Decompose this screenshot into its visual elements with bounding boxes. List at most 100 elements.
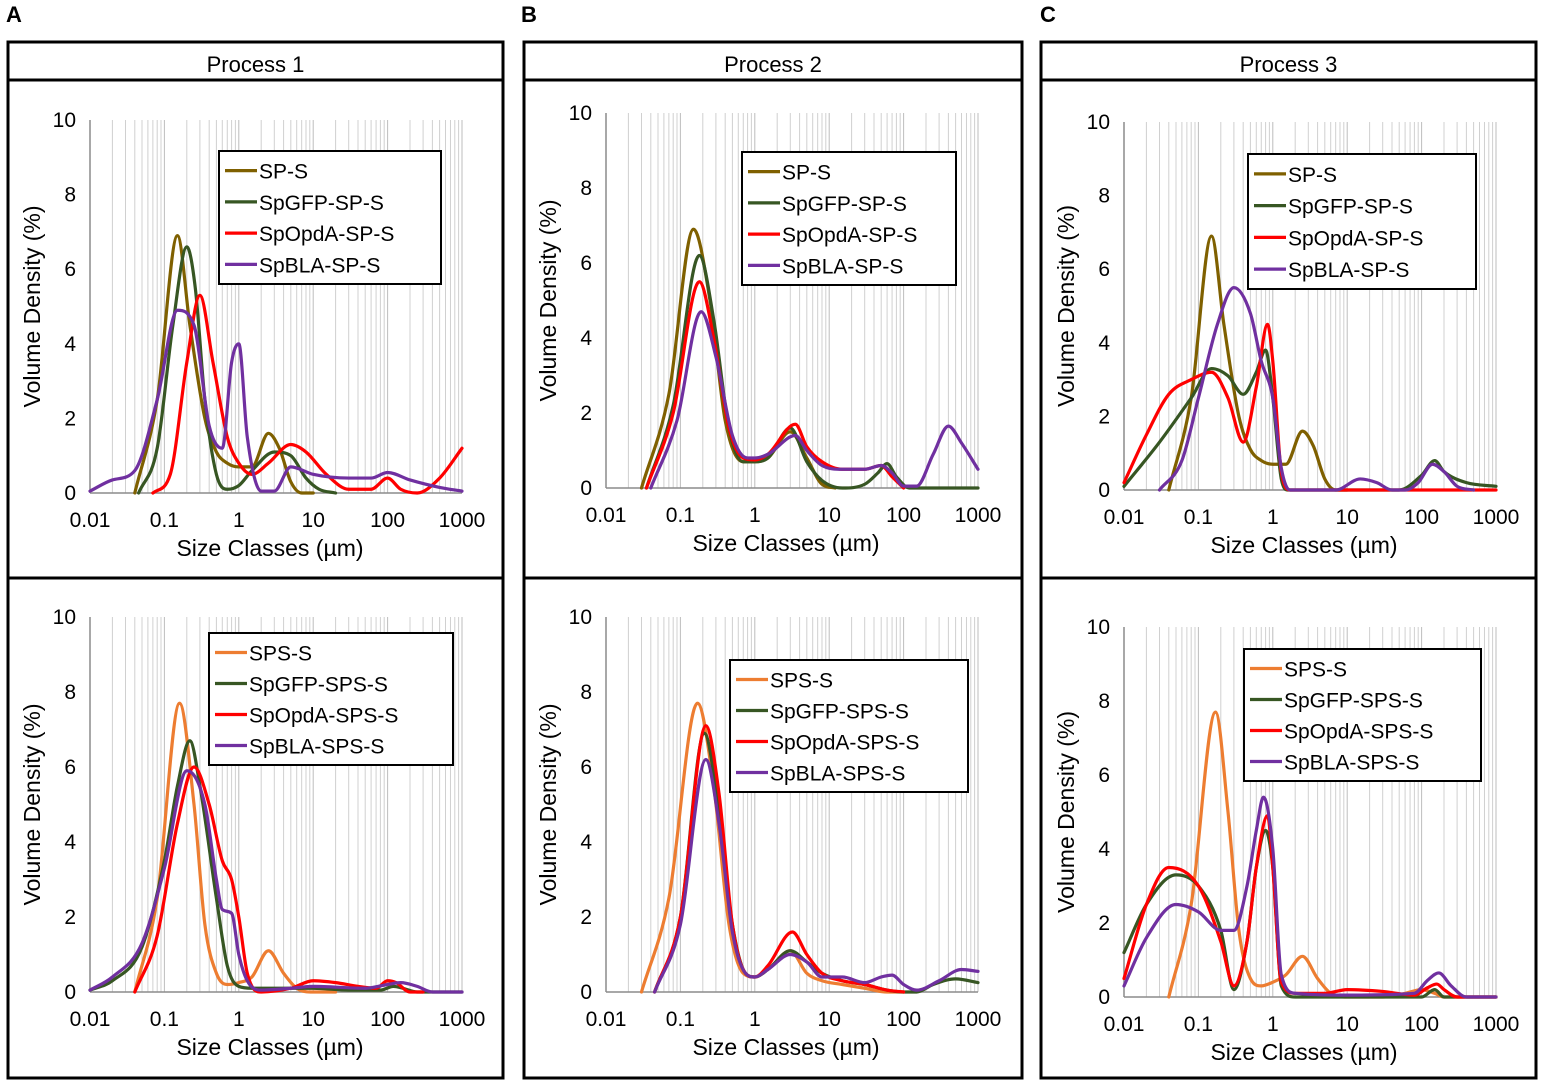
y-tick-label: 8: [64, 681, 76, 704]
x-axis-title: Size Classes (µm): [176, 1034, 363, 1060]
y-tick-label: 2: [64, 906, 76, 929]
legend-label: SpBLA-SPS-S: [249, 736, 384, 759]
x-tick-label: 1000: [955, 504, 1002, 527]
x-tick-label: 1: [233, 1008, 245, 1031]
x-tick-label: 0.01: [586, 504, 627, 527]
y-tick-label: 2: [580, 402, 592, 425]
panel-letter: A: [6, 2, 22, 27]
legend: SP-S SpGFP-SP-S SpOpdA-SP-S SpBLA-SP-S: [1248, 154, 1476, 289]
y-tick-label: 8: [1098, 690, 1110, 713]
x-tick-label: 0.1: [1184, 506, 1213, 529]
y-tick-label: 10: [53, 606, 76, 629]
x-tick-label: 100: [886, 1008, 921, 1031]
y-tick-label: 6: [64, 258, 76, 281]
x-tick-label: 100: [370, 509, 405, 532]
x-tick-label: 100: [1404, 1013, 1439, 1036]
legend-label: SPS-S: [249, 643, 312, 666]
x-tick-label: 10: [1336, 506, 1359, 529]
y-axis-title: Volume Density (%): [535, 200, 561, 402]
figure-canvas: AProcess 1BProcess 2CProcess 302468100.0…: [0, 0, 1542, 1082]
x-tick-label: 0.1: [1184, 1013, 1213, 1036]
x-tick-label: 10: [302, 509, 325, 532]
x-tick-label: 10: [1336, 1013, 1359, 1036]
y-tick-label: 2: [1098, 912, 1110, 935]
chart-p1-bottom: 02468100.01 0.1 1 10 100 1000Size Classes (µm…: [19, 606, 485, 1060]
y-tick-label: 0: [580, 981, 592, 1004]
legend-label: SpBLA-SPS-S: [770, 763, 905, 786]
y-tick-label: 4: [580, 327, 592, 350]
x-tick-label: 1000: [439, 509, 486, 532]
y-tick-label: 0: [64, 482, 76, 505]
legend-label: SpGFP-SP-S: [782, 193, 907, 216]
series-line-spbla-sp-s: [651, 312, 978, 488]
y-tick-label: 2: [64, 407, 76, 430]
x-tick-label: 1000: [1473, 506, 1520, 529]
series-line-spbla-sp-s: [90, 310, 462, 491]
legend-label: SP-S: [1288, 164, 1337, 187]
y-tick-label: 8: [1098, 185, 1110, 208]
y-tick-label: 10: [569, 102, 592, 125]
y-axis-title: Volume Density (%): [1053, 205, 1079, 407]
y-tick-label: 6: [1098, 258, 1110, 281]
legend-label: SpGFP-SP-S: [259, 192, 384, 215]
process-title: Process 1: [207, 52, 305, 77]
legend-label: SpGFP-SP-S: [1288, 196, 1413, 219]
y-tick-label: 6: [1098, 764, 1110, 787]
y-tick-label: 8: [580, 681, 592, 704]
legend-label: SpBLA-SP-S: [259, 254, 380, 277]
x-axis-title: Size Classes (µm): [176, 535, 363, 561]
legend: SP-S SpGFP-SP-S SpOpdA-SP-S SpBLA-SP-S: [742, 152, 956, 285]
x-axis-title: Size Classes (µm): [1210, 532, 1397, 558]
y-tick-label: 0: [1098, 986, 1110, 1009]
legend-label: SpGFP-SPS-S: [1284, 690, 1423, 713]
y-tick-label: 6: [580, 252, 592, 275]
x-tick-label: 1000: [955, 1008, 1002, 1031]
y-axis-title: Volume Density (%): [19, 704, 45, 906]
legend-label: SPS-S: [1284, 659, 1347, 682]
x-tick-label: 0.1: [666, 504, 695, 527]
x-tick-label: 10: [302, 1008, 325, 1031]
legend-label: SpOpdA-SP-S: [782, 224, 917, 247]
x-axis-title: Size Classes (µm): [692, 1034, 879, 1060]
x-tick-label: 100: [886, 504, 921, 527]
y-tick-label: 2: [580, 906, 592, 929]
y-tick-label: 4: [1098, 838, 1110, 861]
chart-p2-top: 02468100.01 0.1 1 10 100 1000Size Classes (µm…: [535, 102, 1001, 556]
legend-label: SP-S: [259, 161, 308, 184]
legend-label: SpBLA-SP-S: [782, 255, 903, 278]
legend-label: SpOpdA-SP-S: [1288, 227, 1423, 250]
panel-letter: B: [521, 2, 537, 27]
x-tick-label: 1: [1267, 506, 1279, 529]
legend: SP-S SpGFP-SP-S SpOpdA-SP-S SpBLA-SP-S: [219, 151, 441, 284]
x-tick-label: 1000: [1473, 1013, 1520, 1036]
legend-label: SpOpdA-SPS-S: [770, 732, 919, 755]
x-tick-label: 0.01: [1104, 1013, 1145, 1036]
legend-label: SpGFP-SPS-S: [770, 701, 909, 724]
process-title: Process 2: [724, 52, 822, 77]
chart-p3-top: 0 2 4 6 8 10 0.01 0.1 1 10 100 1000 Size Classes (µm…: [1053, 111, 1519, 558]
y-tick-label: 10: [53, 109, 76, 132]
y-tick-label: 0: [64, 981, 76, 1004]
y-tick-label: 4: [1098, 332, 1110, 355]
y-tick-label: 0: [1098, 479, 1110, 502]
x-tick-label: 0.01: [70, 1008, 111, 1031]
y-tick-label: 6: [580, 756, 592, 779]
y-tick-label: 10: [1087, 616, 1110, 639]
process-title: Process 3: [1240, 52, 1338, 77]
x-tick-label: 0.01: [1104, 506, 1145, 529]
x-tick-label: 0.01: [70, 509, 111, 532]
x-tick-label: 1: [1267, 1013, 1279, 1036]
y-tick-label: 4: [64, 333, 76, 356]
legend-label: SpOpdA-SPS-S: [249, 705, 398, 728]
legend: SPS-S SpGFP-SPS-S SpOpdA-SPS-S SpBLA-SPS-S: [1244, 649, 1481, 781]
chart-p1-top: 0 2 4 6 8 10 0.01 0.1 1 10 100 1000 Size Classes (µm…: [19, 109, 485, 561]
x-tick-label: 1: [749, 1008, 761, 1031]
y-tick-label: 4: [580, 831, 592, 854]
x-tick-label: 0.1: [666, 1008, 695, 1031]
chart-p2-bottom: 0 2 4 6 8 10 0.01 0.1 1 10 100 1000 Size Classes (µm…: [535, 606, 1001, 1060]
y-tick-label: 6: [64, 756, 76, 779]
legend-label: SpOpdA-SP-S: [259, 223, 394, 246]
y-tick-label: 10: [1087, 111, 1110, 134]
legend-label: SpBLA-SPS-S: [1284, 752, 1419, 775]
y-axis-title: Volume Density (%): [1053, 711, 1079, 913]
